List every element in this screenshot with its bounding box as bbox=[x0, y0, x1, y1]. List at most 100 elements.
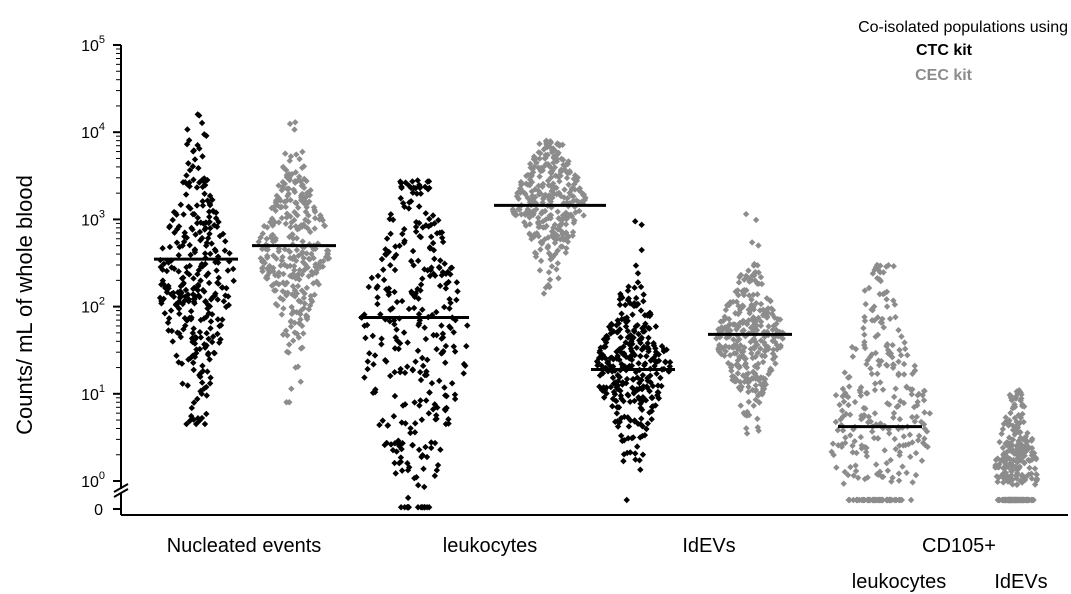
data-point bbox=[655, 395, 662, 402]
data-point bbox=[374, 294, 381, 301]
data-point bbox=[412, 289, 420, 297]
data-point bbox=[442, 420, 450, 428]
data-point bbox=[366, 350, 373, 357]
data-point bbox=[644, 420, 652, 427]
data-point bbox=[576, 207, 583, 215]
data-point bbox=[554, 151, 561, 158]
y-tick-label: 104 bbox=[81, 121, 105, 142]
data-point bbox=[171, 265, 178, 272]
y-tick-label-zero: 0 bbox=[94, 502, 103, 519]
data-point bbox=[748, 301, 755, 309]
data-point bbox=[202, 242, 210, 249]
data-point bbox=[1001, 459, 1009, 467]
data-point bbox=[447, 264, 455, 272]
data-point bbox=[1017, 389, 1024, 396]
data-point bbox=[735, 302, 742, 310]
data-point bbox=[844, 471, 852, 479]
data-point bbox=[272, 199, 280, 206]
data-point bbox=[391, 459, 398, 467]
data-point bbox=[537, 246, 544, 253]
data-point bbox=[648, 407, 655, 415]
data-point bbox=[307, 292, 315, 300]
data-point bbox=[754, 360, 762, 368]
data-point bbox=[843, 392, 850, 400]
data-point bbox=[920, 397, 928, 404]
data-point bbox=[311, 208, 319, 215]
data-point bbox=[635, 394, 642, 401]
data-point bbox=[900, 360, 908, 368]
data-point bbox=[745, 317, 752, 324]
data-point bbox=[861, 496, 868, 504]
data-point bbox=[618, 395, 625, 402]
data-point bbox=[272, 287, 279, 294]
data-point bbox=[598, 362, 605, 369]
data-point bbox=[315, 263, 323, 270]
data-point bbox=[626, 398, 634, 406]
data-point bbox=[292, 364, 299, 371]
data-point bbox=[426, 244, 434, 251]
data-point bbox=[1011, 450, 1018, 457]
data-point bbox=[741, 361, 749, 369]
data-point bbox=[858, 415, 865, 423]
data-point bbox=[200, 220, 207, 227]
data-point bbox=[613, 329, 621, 336]
data-point bbox=[389, 305, 396, 312]
data-point bbox=[635, 330, 642, 338]
data-point bbox=[853, 449, 860, 457]
data-point bbox=[643, 383, 650, 390]
data-point bbox=[748, 296, 755, 303]
data-point bbox=[405, 504, 412, 511]
data-point bbox=[747, 306, 754, 313]
data-point bbox=[644, 374, 651, 382]
data-point bbox=[300, 221, 307, 228]
data-point bbox=[757, 337, 765, 344]
data-point bbox=[731, 321, 738, 328]
data-point bbox=[1018, 441, 1026, 449]
data-point bbox=[761, 339, 768, 346]
data-point bbox=[165, 282, 172, 290]
data-point bbox=[1022, 447, 1030, 455]
data-point bbox=[313, 269, 320, 277]
data-point bbox=[610, 328, 617, 335]
data-point bbox=[839, 413, 847, 420]
data-point bbox=[176, 310, 183, 317]
data-point bbox=[560, 194, 568, 201]
data-point bbox=[317, 212, 324, 219]
data-point bbox=[658, 343, 666, 350]
data-point bbox=[303, 250, 310, 257]
y-tick-label: 101 bbox=[81, 383, 105, 404]
data-point bbox=[191, 247, 199, 254]
data-point bbox=[834, 426, 842, 434]
data-point bbox=[197, 334, 205, 341]
data-point bbox=[300, 294, 308, 302]
data-point bbox=[737, 386, 744, 393]
data-point bbox=[638, 246, 645, 254]
data-point bbox=[636, 385, 643, 392]
data-point bbox=[368, 274, 376, 282]
data-point bbox=[189, 291, 197, 298]
data-point bbox=[644, 343, 651, 351]
data-point bbox=[290, 292, 298, 299]
data-point bbox=[833, 464, 840, 471]
data-point bbox=[914, 392, 921, 399]
data-point bbox=[433, 412, 440, 419]
data-point bbox=[416, 184, 424, 192]
data-point bbox=[448, 380, 456, 387]
data-point bbox=[302, 208, 310, 216]
data-point bbox=[736, 319, 744, 327]
data-point bbox=[639, 393, 647, 401]
data-point bbox=[895, 370, 902, 377]
data-point bbox=[419, 354, 426, 362]
data-point bbox=[872, 461, 880, 468]
data-point bbox=[883, 288, 891, 296]
data-point bbox=[569, 228, 577, 236]
data-point bbox=[191, 353, 199, 361]
data-point bbox=[1009, 422, 1017, 430]
data-point bbox=[1014, 424, 1022, 431]
data-point bbox=[655, 389, 662, 396]
data-point bbox=[190, 359, 197, 366]
data-point bbox=[292, 119, 299, 126]
data-point bbox=[398, 297, 406, 305]
data-point bbox=[175, 268, 182, 275]
data-point bbox=[401, 225, 408, 233]
